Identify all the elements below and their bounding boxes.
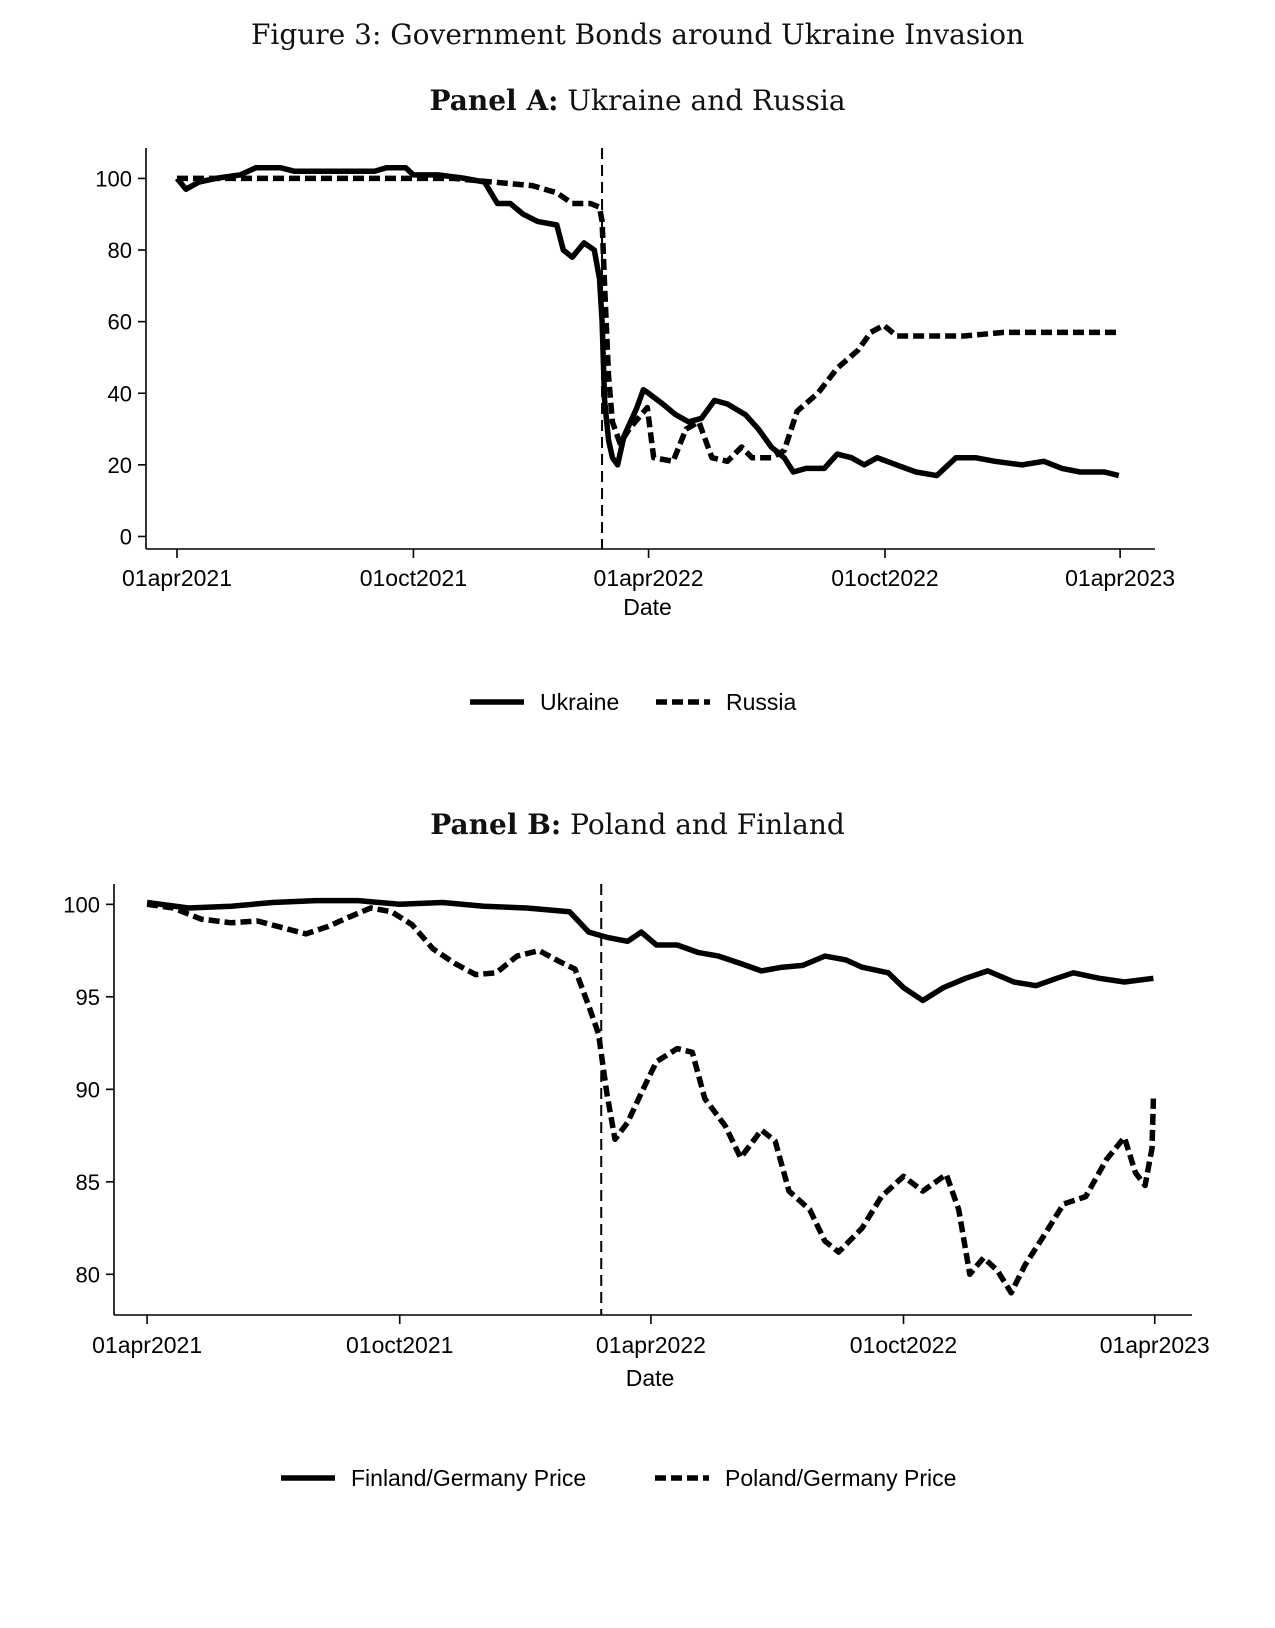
y-tick-label: 0 [120, 524, 132, 549]
x-tick-label: 01apr2021 [92, 1332, 202, 1358]
series-line-finland-germany-price [146, 897, 1154, 1004]
legend-label: Russia [726, 689, 797, 715]
x-tick-label: 01apr2022 [594, 565, 704, 591]
y-tick-label: 100 [95, 166, 132, 191]
y-tick-label: 95 [76, 985, 100, 1010]
x-axis-label: Date [626, 1365, 675, 1391]
panel-a-name: Ukraine and Russia [567, 84, 846, 117]
y-tick-label: 20 [108, 453, 132, 478]
legend-label: Ukraine [540, 689, 619, 715]
y-tick-label: 60 [108, 310, 132, 335]
legend-label: Poland/Germany Price [725, 1465, 956, 1491]
x-tick-label: 01oct2021 [360, 565, 467, 591]
series-line-russia [177, 175, 1119, 465]
series-line-ukraine [174, 164, 1120, 479]
x-tick-label: 01oct2022 [850, 1332, 957, 1358]
panel-a-chart: 0 20 40 60 80 100 01apr2021 01oct2021 01apr2022 0… [95, 148, 1175, 715]
series-line-poland-germany-price [146, 901, 1157, 1296]
figure-title: Figure 3: Government Bonds around Ukrain… [250, 18, 1025, 51]
x-tick-label: 01apr2023 [1065, 565, 1175, 591]
panel-a-label: Panel A: [429, 84, 559, 117]
x-tick-label: 01oct2021 [346, 1332, 453, 1358]
panel-b-label: Panel B: [430, 808, 562, 841]
x-tick-label: 01apr2022 [596, 1332, 706, 1358]
y-tick-label: 90 [76, 1077, 100, 1102]
y-tick-label: 40 [108, 381, 132, 406]
y-tick-label: 80 [108, 238, 132, 263]
y-tick-label: 80 [76, 1262, 100, 1287]
y-tick-label: 100 [63, 892, 100, 917]
panel-b-title: Panel B: Poland and Finland [0, 808, 1275, 841]
x-tick-label: 01apr2021 [122, 565, 232, 591]
panel-b-name: Poland and Finland [570, 808, 845, 841]
panel-a-title: Panel A: Ukraine and Russia [0, 84, 1275, 117]
y-tick-label: 85 [76, 1170, 100, 1195]
x-tick-label: 01oct2022 [831, 565, 938, 591]
x-axis-label: Date [623, 594, 672, 620]
legend-label: Finland/Germany Price [351, 1465, 586, 1491]
x-tick-label: 01apr2023 [1100, 1332, 1210, 1358]
